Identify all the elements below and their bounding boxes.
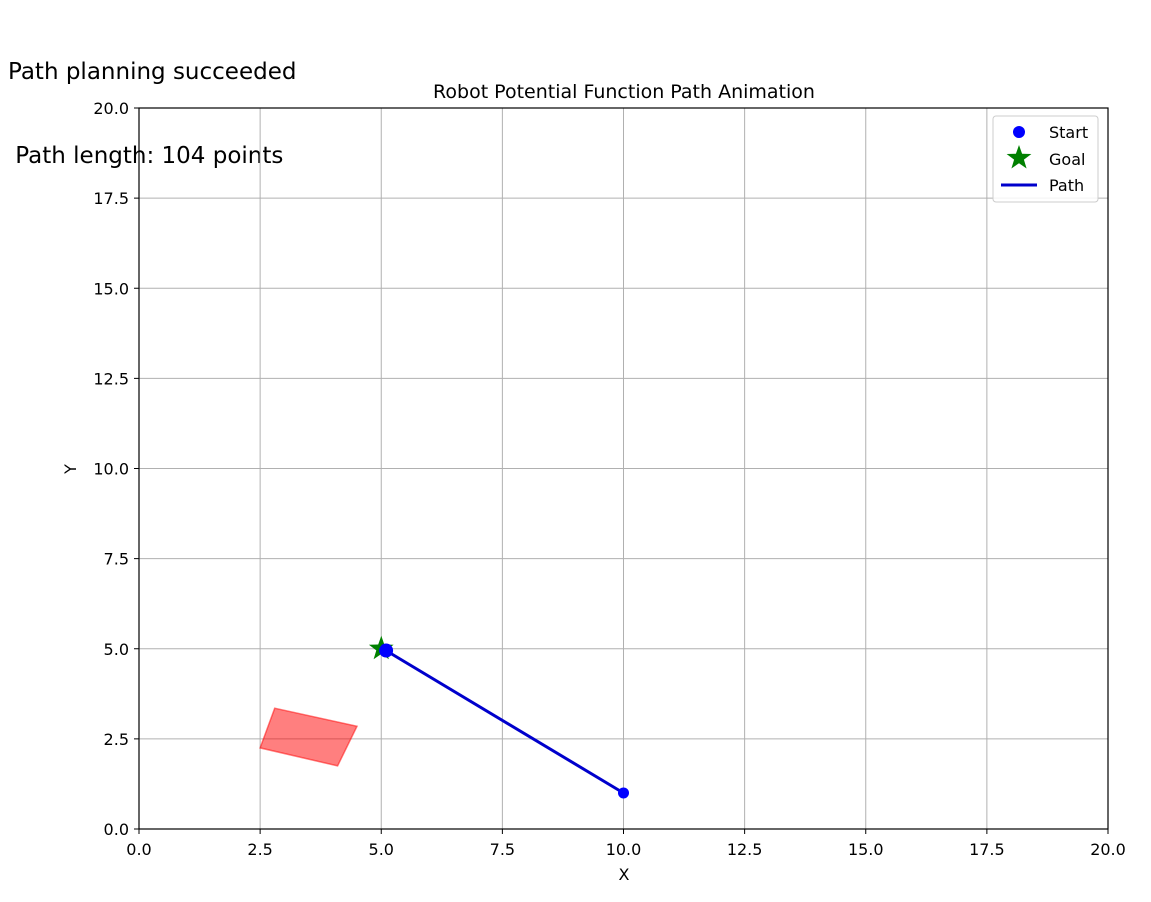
- status-text: Path planning succeeded Path length: 104…: [8, 2, 296, 198]
- legend-path-label: Path: [1049, 176, 1084, 195]
- obstacle: [259, 707, 359, 767]
- path-line: [385, 649, 625, 795]
- y-tick-label: 0.0: [104, 820, 129, 839]
- x-tick-label: 2.5: [247, 840, 272, 859]
- x-tick-label: 20.0: [1090, 840, 1126, 859]
- legend: Start Goal Path: [992, 115, 1099, 203]
- y-tick-label: 20.0: [93, 99, 129, 118]
- y-axis-label: Y: [61, 464, 80, 475]
- legend-goal-label: Goal: [1049, 150, 1085, 169]
- plot-area: [259, 635, 629, 799]
- chart-title: Robot Potential Function Path Animation: [433, 81, 815, 103]
- x-tick-label: 17.5: [969, 840, 1005, 859]
- y-tick-label: 15.0: [93, 279, 129, 298]
- x-tick-label: 0.0: [126, 840, 151, 859]
- x-tick-label: 5.0: [369, 840, 394, 859]
- y-tick-label: 7.5: [104, 550, 129, 569]
- x-tick-label: 7.5: [490, 840, 515, 859]
- x-tick-label: 10.0: [606, 840, 642, 859]
- status-line-length: Path length: 104 points: [8, 143, 284, 169]
- status-line-result: Path planning succeeded: [8, 59, 297, 85]
- y-tick-label: 2.5: [104, 730, 129, 749]
- axis-ticks: 0.0 2.5 5.0 7.5 10.0 12.5 15.0 17.5 20.0 0.0 2.5 5.…: [93, 99, 1125, 859]
- y-tick-label: 12.5: [93, 369, 129, 388]
- x-axis-label: X: [619, 865, 630, 884]
- x-tick-label: 12.5: [727, 840, 763, 859]
- legend-start-label: Start: [1049, 123, 1088, 142]
- legend-goal-marker: [1006, 145, 1032, 169]
- x-tick-label: 15.0: [848, 840, 884, 859]
- robot-marker: [379, 643, 394, 658]
- y-tick-label: 17.5: [93, 189, 129, 208]
- legend-start-marker: [1013, 126, 1025, 138]
- start-marker: [618, 787, 629, 799]
- y-tick-label: 5.0: [104, 640, 129, 659]
- y-tick-label: 10.0: [93, 460, 129, 479]
